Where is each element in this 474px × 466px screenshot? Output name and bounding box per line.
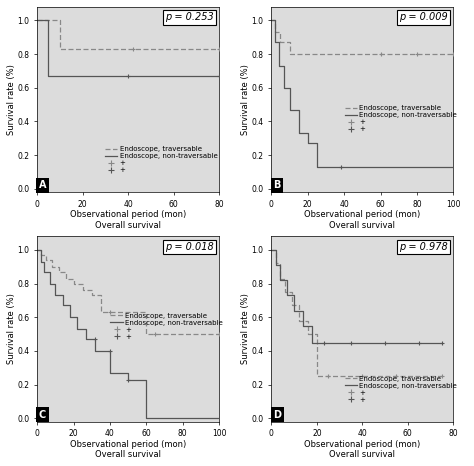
Text: D: D — [273, 410, 281, 420]
Legend: Endoscope, traversable, Endoscope, non-traversable, +, +: Endoscope, traversable, Endoscope, non-t… — [344, 375, 458, 404]
Text: A: A — [39, 180, 46, 190]
Y-axis label: Survival rate (%): Survival rate (%) — [7, 64, 16, 135]
Y-axis label: Survival rate (%): Survival rate (%) — [241, 64, 250, 135]
Text: B: B — [273, 180, 281, 190]
Y-axis label: Survival rate (%): Survival rate (%) — [7, 294, 16, 364]
Legend: Endoscope, traversable, Endoscope, non-traversable, +, +: Endoscope, traversable, Endoscope, non-t… — [344, 104, 458, 133]
X-axis label: Observational period (mon)
Overall survival: Observational period (mon) Overall survi… — [70, 210, 186, 230]
Text: p = 0.253: p = 0.253 — [165, 13, 214, 22]
Legend: Endoscope, traversable, Endoscope, non-traversable, +, +: Endoscope, traversable, Endoscope, non-t… — [104, 145, 218, 174]
Y-axis label: Survival rate (%): Survival rate (%) — [241, 294, 250, 364]
X-axis label: Observational period (mon)
Overall survival: Observational period (mon) Overall survi… — [304, 210, 420, 230]
Text: p = 0.009: p = 0.009 — [399, 13, 448, 22]
Text: C: C — [39, 410, 46, 420]
X-axis label: Observational period (mon)
Overall survival: Observational period (mon) Overall survi… — [70, 439, 186, 459]
Text: p = 0.018: p = 0.018 — [165, 242, 214, 252]
Text: p = 0.978: p = 0.978 — [399, 242, 448, 252]
Legend: Endoscope, traversable, Endoscope, non-traversable, +, +: Endoscope, traversable, Endoscope, non-t… — [110, 312, 223, 340]
X-axis label: Observational period (mon)
Overall survival: Observational period (mon) Overall survi… — [304, 439, 420, 459]
